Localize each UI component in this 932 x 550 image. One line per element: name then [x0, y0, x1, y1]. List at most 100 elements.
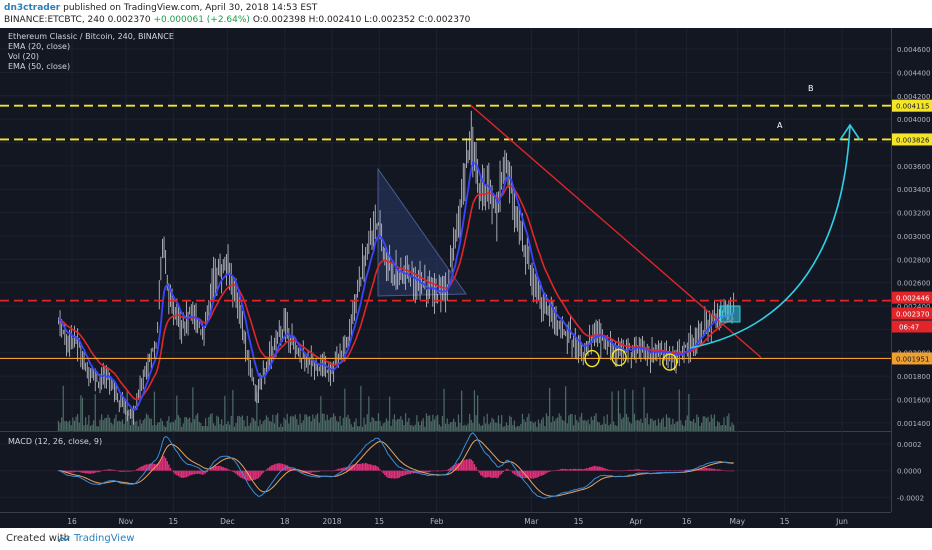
volume-bar [81, 397, 84, 431]
volume-bar [544, 426, 546, 431]
macd-histogram-bar [529, 470, 532, 479]
macd-histogram-bar [268, 466, 271, 471]
macd-histogram-bar [603, 467, 605, 471]
volume-bar [630, 423, 632, 431]
macd-histogram-bar [376, 466, 378, 471]
macd-histogram-bar [150, 463, 152, 471]
volume-bar [240, 417, 242, 431]
projection-arrow[interactable] [689, 124, 851, 349]
volume-bar [91, 424, 93, 431]
volume-bar [677, 421, 679, 431]
footer: Created with TradingView [0, 528, 932, 550]
macd-histogram-bar [83, 470, 85, 473]
macd-histogram-bar [702, 468, 704, 471]
macd-histogram-bar [214, 465, 216, 471]
volume-bar [419, 424, 421, 431]
publish-info: dn3ctrader published on TradingView.com,… [4, 3, 317, 13]
price-tick-label: 0.003400 [897, 186, 930, 194]
macd-histogram-bar [395, 470, 397, 479]
macd-histogram-bar [180, 470, 183, 478]
volume-bar [523, 419, 525, 431]
volume-bar [469, 413, 471, 431]
macd-histogram-bar [516, 470, 519, 477]
volume-bar [403, 424, 405, 431]
volume-bar [595, 413, 597, 431]
volume-bar [397, 418, 399, 431]
macd-histogram-bar [630, 469, 632, 471]
time-tick-label: 15 [169, 517, 179, 526]
volume-bar [353, 421, 356, 431]
macd-histogram-bar [446, 469, 448, 471]
macd-pane[interactable] [0, 432, 891, 512]
volume-bar [174, 419, 176, 431]
volume-bar [333, 413, 335, 431]
macd-histogram-bar [608, 469, 610, 471]
price-tick-label: 0.001600 [897, 396, 930, 404]
macd-histogram-bar [505, 468, 508, 471]
macd-histogram-bar [67, 470, 69, 474]
macd-histogram-bar [491, 470, 493, 479]
macd-histogram-bar [715, 469, 717, 471]
volume-bar [675, 421, 677, 431]
time-axis[interactable]: 16 Nov 15 Dec 18 2018 15 Feb Mar 15 Apr 16 May 15 Jun [67, 517, 848, 526]
volume-bar [701, 422, 703, 431]
volume-bar [481, 424, 484, 431]
macd-histogram-bar [227, 469, 229, 471]
volume-bar [173, 422, 175, 431]
low-label: L: [364, 15, 373, 25]
volume-bar [253, 418, 255, 431]
macd-histogram-bar [139, 467, 141, 471]
volume-bar [387, 420, 389, 431]
macd-histogram-bar [699, 468, 701, 471]
macd-histogram-bar [635, 469, 637, 471]
volume-bar [193, 419, 196, 431]
descending-trendline[interactable] [470, 104, 762, 358]
macd-histogram-bar [507, 469, 509, 471]
macd-histogram-bar [417, 470, 420, 473]
volume-bar [681, 424, 684, 431]
macd-histogram-bar [104, 469, 106, 471]
macd-histogram-bar [444, 470, 447, 471]
macd-histogram-bar [492, 470, 495, 478]
macd-histogram-bar [134, 470, 136, 471]
volume-bar [464, 424, 466, 431]
macd-histogram-bar [400, 470, 402, 477]
macd-histogram-bar [729, 470, 732, 472]
current-position-marker[interactable] [719, 305, 741, 323]
volume-bar [477, 395, 479, 431]
time-tick-label: 15 [375, 517, 385, 526]
badge-red-level-bg [892, 291, 932, 304]
volume-bar [699, 425, 701, 431]
volume-bar [443, 388, 445, 431]
volume-bar [101, 414, 103, 431]
macd-axis[interactable]: 0.0002 0.0000 -0.0002 [897, 441, 924, 502]
volume-bar [501, 415, 503, 431]
macd-histogram-bar [107, 469, 109, 471]
open-label: O: [252, 15, 263, 25]
volume-bar [521, 413, 524, 431]
chart-canvas[interactable]: A B 0.0046000.0044000.0042000.0040000.00… [0, 28, 932, 528]
support-touch-circles[interactable] [584, 348, 678, 371]
volume-bar [651, 418, 653, 431]
volume-bar [633, 413, 636, 431]
volume-bar [177, 415, 180, 431]
macd-histogram-bar [334, 469, 336, 471]
tradingview-brand-link[interactable]: TradingView [74, 533, 135, 544]
volume-bar [398, 419, 400, 431]
volume-bar [336, 420, 338, 431]
macd-histogram-bar [430, 470, 432, 472]
volume-bar [665, 414, 668, 431]
macd-histogram-bar [160, 459, 162, 471]
triangle-pattern[interactable] [377, 167, 467, 297]
horizontal-levels[interactable] [0, 104, 891, 360]
macd-histogram-bar [294, 469, 296, 471]
macd-histogram-bar [488, 470, 490, 478]
price-pane[interactable] [0, 28, 891, 431]
author-link[interactable]: dn3ctrader [4, 3, 61, 13]
macd-histogram-bar [68, 470, 71, 473]
chart-area[interactable]: A B 0.004600 0.004400 0.004200 0.004000 0.00… [0, 28, 932, 528]
volume-bar [358, 426, 360, 431]
volume-bar [513, 420, 516, 431]
volume-bar [320, 396, 322, 431]
macd-histogram-bar [678, 470, 680, 471]
